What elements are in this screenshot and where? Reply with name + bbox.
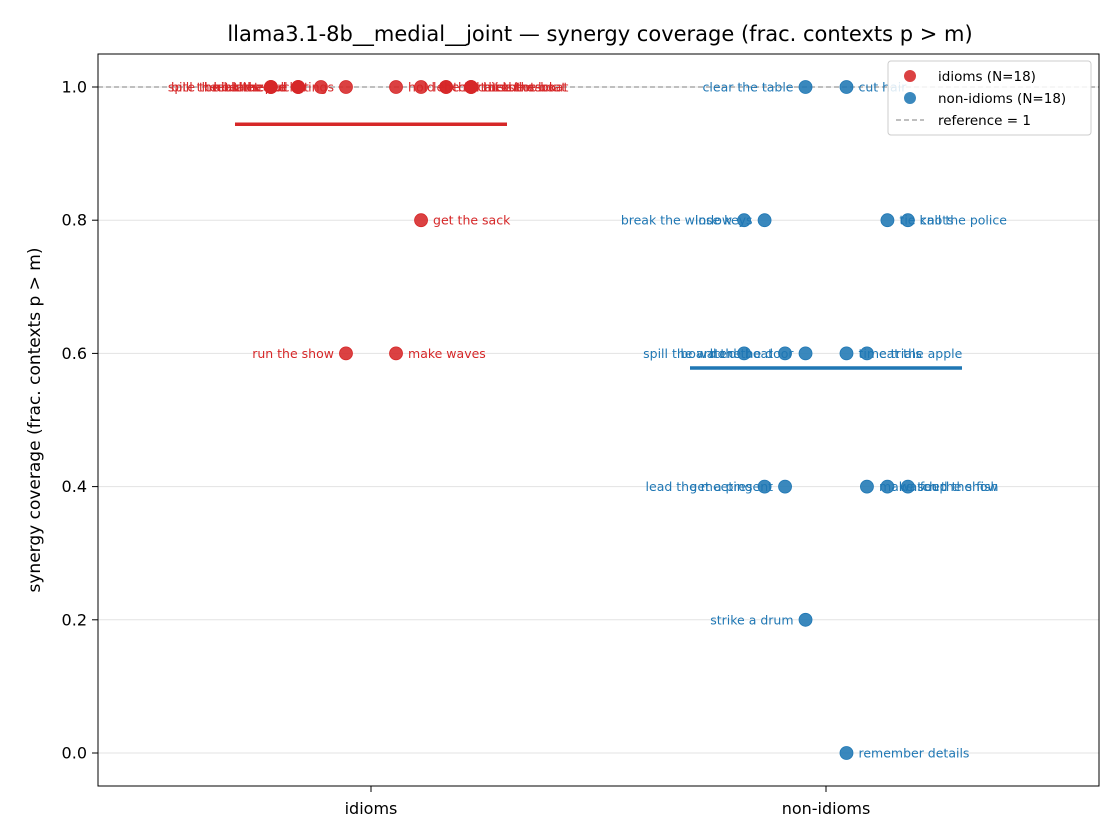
- y-tick-label: 0.2: [62, 610, 87, 629]
- legend-label: reference = 1: [938, 113, 1031, 129]
- point-label: get a present: [689, 479, 773, 494]
- point-label: break the window: [621, 213, 732, 228]
- point-label: lead the meeting: [646, 479, 753, 494]
- data-point: [778, 346, 792, 361]
- point-label: kick the bucket: [214, 80, 309, 95]
- data-point: [757, 479, 772, 494]
- x-tick-label: idioms: [345, 799, 398, 818]
- point-label: get the sack: [433, 213, 511, 228]
- point-label: spill the water: [643, 346, 733, 361]
- data-point: [839, 346, 854, 361]
- data-point: [464, 80, 479, 94]
- legend-box: [887, 60, 1092, 136]
- legend-marker: [904, 92, 916, 104]
- y-axis-label: synergy coverage (frac. contexts p > m): [25, 248, 45, 593]
- point-label: remember details: [858, 746, 969, 761]
- legend-label: idioms (N=18): [938, 69, 1036, 85]
- point-label: hold the door: [710, 346, 795, 361]
- point-label: bite the bullet: [171, 80, 259, 95]
- data-point: [901, 213, 915, 228]
- data-point: [414, 80, 428, 94]
- point-label: miss the boat: [483, 80, 568, 95]
- point-label: hit the sack: [483, 80, 557, 95]
- data-point: [798, 80, 813, 94]
- data-point: [798, 346, 813, 361]
- data-point: [389, 346, 403, 361]
- data-point: [798, 612, 813, 627]
- data-point: [757, 213, 772, 228]
- chart-title: llama3.1-8b__medial__joint — synergy cov…: [227, 22, 972, 47]
- x-tick-label: non-idioms: [782, 799, 871, 818]
- point-label: call the police: [920, 213, 1007, 228]
- data-point: [880, 213, 895, 228]
- data-point: [414, 213, 428, 228]
- point-label: spill the beans: [168, 80, 259, 95]
- y-tick-label: 0.0: [62, 744, 87, 763]
- data-point: [439, 80, 453, 94]
- data-point: [737, 346, 751, 361]
- plot-border: [97, 53, 1100, 787]
- point-label: lose keys: [695, 213, 753, 228]
- point-label: watch the show: [899, 479, 997, 494]
- data-point: [860, 346, 874, 361]
- data-point: [339, 346, 353, 361]
- legend-marker: [904, 70, 916, 82]
- point-label: feed the fish: [920, 479, 999, 494]
- point-label: strike a drum: [710, 612, 793, 627]
- y-tick-label: 0.4: [62, 477, 87, 496]
- y-tick-label: 0.6: [62, 344, 87, 363]
- data-point: [263, 80, 278, 94]
- point-label: make waves: [408, 346, 486, 361]
- data-point: [291, 80, 306, 94]
- data-point: [839, 746, 854, 760]
- point-label: eat the apple: [879, 346, 963, 361]
- data-point: [839, 80, 854, 94]
- point-label: run the show: [252, 346, 334, 361]
- data-point: [314, 80, 328, 94]
- point-label: board the boat: [680, 346, 773, 361]
- y-tick-label: 0.8: [62, 211, 87, 230]
- gridlines: [98, 86, 1099, 754]
- point-label: call the shots: [458, 80, 541, 95]
- data-point: [778, 479, 792, 494]
- mean-lines: [235, 122, 962, 370]
- y-tick-label: 1.0: [62, 78, 87, 97]
- point-label: time trials: [858, 346, 921, 361]
- point-label: rock the boat: [483, 80, 566, 95]
- point-label: clear the table: [703, 80, 794, 95]
- legend-label: non-idioms (N=18): [938, 91, 1066, 107]
- data-point: [880, 479, 895, 494]
- data-point: [860, 479, 874, 494]
- plot-frame: [97, 53, 1100, 787]
- data-point: [737, 213, 751, 228]
- data-point: [389, 80, 403, 94]
- data-point: [339, 80, 353, 94]
- legend: idioms (N=18) non-idioms (N=18) reference …: [887, 60, 1092, 136]
- data-point: [901, 479, 915, 494]
- axis-ticks: 0.0 0.2 0.4 0.6 0.8 1.0 idioms non-idioms: [62, 78, 871, 819]
